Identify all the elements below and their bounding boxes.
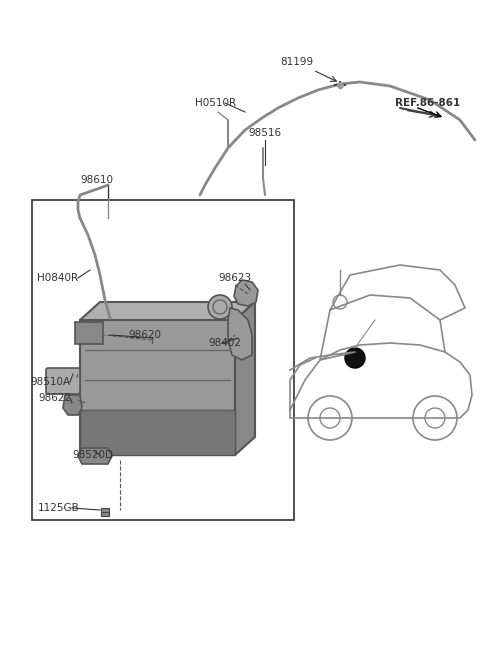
- Text: 98520D: 98520D: [72, 450, 113, 460]
- Polygon shape: [234, 280, 258, 306]
- Bar: [75, 322, 103, 344]
- Text: 98510A: 98510A: [30, 377, 70, 387]
- Polygon shape: [228, 308, 252, 360]
- Text: 81199: 81199: [280, 57, 313, 67]
- Bar: [80, 410, 235, 455]
- FancyBboxPatch shape: [46, 368, 80, 394]
- Text: 98402: 98402: [208, 338, 241, 348]
- Text: 98623: 98623: [218, 273, 251, 283]
- Text: REF.86-861: REF.86-861: [395, 98, 460, 108]
- Text: 98620: 98620: [128, 330, 161, 340]
- Text: 98610: 98610: [80, 175, 113, 185]
- FancyBboxPatch shape: [80, 320, 235, 455]
- Polygon shape: [80, 302, 255, 320]
- Text: 1125GB: 1125GB: [38, 503, 80, 513]
- Bar: [32, 200, 294, 520]
- Text: 98622: 98622: [38, 393, 71, 403]
- Polygon shape: [235, 302, 255, 455]
- Circle shape: [345, 348, 365, 368]
- Circle shape: [208, 295, 232, 319]
- Text: 98516: 98516: [248, 128, 281, 138]
- Text: H0840R: H0840R: [37, 273, 78, 283]
- Text: H0510R: H0510R: [195, 98, 236, 108]
- Polygon shape: [63, 395, 82, 415]
- Polygon shape: [78, 448, 112, 464]
